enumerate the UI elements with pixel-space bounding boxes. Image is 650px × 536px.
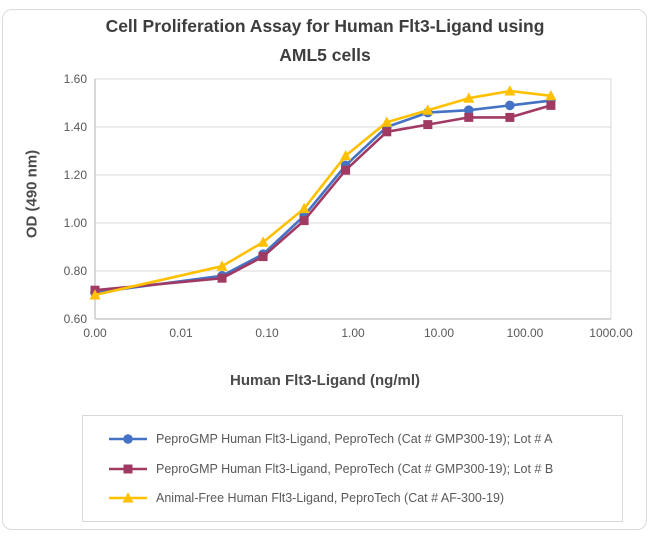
y-tick-label: 1.20 [64, 168, 88, 182]
y-tick-label: 0.80 [64, 264, 88, 278]
data-point-lot-b [505, 112, 515, 122]
data-point-animal-free [381, 116, 393, 127]
data-point-lot-a [463, 105, 474, 115]
data-point-lot-b [299, 216, 309, 226]
x-tick-label: 10.00 [424, 326, 454, 340]
data-point-animal-free [340, 150, 352, 161]
chart-title: Cell Proliferation Assay for Human Flt3-… [0, 12, 650, 70]
legend-marker-square-icon [109, 464, 147, 473]
x-axis-title: Human Flt3-Ligand (ng/ml) [230, 372, 420, 389]
data-point-lot-b [423, 120, 433, 130]
legend-item-lot-b: PeproGMP Human Flt3-Ligand, PeproTech (C… [107, 462, 622, 476]
x-tick-label: 1000.00 [589, 326, 633, 340]
data-point-animal-free [216, 260, 228, 271]
data-point-animal-free [504, 85, 516, 96]
data-point-animal-free [422, 104, 434, 115]
x-tick-label: 0.01 [169, 326, 193, 340]
x-tick-label: 100.00 [507, 326, 544, 340]
legend-label-lot-a: PeproGMP Human Flt3-Ligand, PeproTech (C… [156, 431, 553, 446]
y-tick-label: 1.40 [64, 120, 88, 134]
legend: PeproGMP Human Flt3-Ligand, PeproTech (C… [82, 415, 623, 522]
chart-title-line1: Cell Proliferation Assay for Human Flt3-… [105, 16, 545, 36]
y-axis-title: OD (490 nm) [23, 149, 41, 239]
y-tick-label: 1.60 [64, 72, 88, 86]
y-tick-label: 1.00 [64, 216, 88, 230]
data-point-lot-b [217, 273, 227, 283]
data-point-lot-b [341, 165, 351, 175]
series-line-lot-b [93, 104, 553, 292]
data-point-animal-free [463, 92, 475, 103]
data-point-lot-b [258, 252, 268, 262]
legend-label-animal-free: Animal-Free Human Flt3-Ligand, PeproTech… [156, 491, 505, 506]
data-point-lot-b [546, 100, 556, 110]
legend-label-lot-b: PeproGMP Human Flt3-Ligand, PeproTech (C… [156, 461, 554, 476]
data-point-animal-free [545, 90, 557, 101]
series-line-lot-a [93, 99, 553, 294]
legend-item-animal-free: Animal-Free Human Flt3-Ligand, PeproTech… [107, 491, 622, 505]
x-tick-label: 0.10 [255, 326, 279, 340]
chart-title-line2: AML5 cells [279, 45, 371, 65]
data-point-lot-a [505, 100, 515, 111]
data-point-animal-free [257, 236, 269, 247]
data-point-animal-free [298, 202, 310, 214]
series-line-animal-free [93, 89, 553, 297]
x-tick-label: 1.00 [341, 326, 365, 340]
legend-item-lot-a: PeproGMP Human Flt3-Ligand, PeproTech (C… [107, 432, 622, 446]
x-tick-label: 0.00 [83, 326, 107, 340]
legend-marker-circle-icon [109, 433, 147, 444]
data-point-animal-free [89, 289, 101, 300]
data-point-lot-b [382, 127, 392, 137]
data-point-lot-b [464, 112, 474, 122]
y-tick-label: 0.60 [64, 312, 88, 326]
legend-marker-triangle-icon [109, 492, 147, 503]
